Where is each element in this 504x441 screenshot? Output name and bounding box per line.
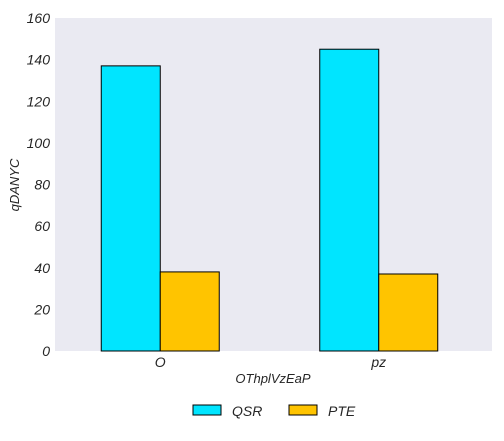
x-tick-label: O [155,354,166,370]
x-axis-label: OThplVzEaP [235,371,310,386]
y-tick-label: 60 [34,218,50,234]
legend-swatch-QSR [192,404,222,416]
bar-PTE-pz [378,273,439,352]
bar-QSR-O [100,65,161,352]
y-tick-label: 20 [33,301,50,317]
y-tick-label: 100 [27,135,51,151]
y-axis-label: qDANYC [7,158,22,211]
y-tick-label: 120 [27,93,51,109]
legend-label-PTE: PTE [328,403,356,419]
y-tick-label: 160 [27,10,51,26]
y-tick-label: 140 [27,52,51,68]
bar-PTE-O [159,271,220,352]
y-tick-labels: 0 20 40 60 80 100 120 140 160 [27,10,51,359]
y-tick-label: 80 [34,177,50,193]
legend-swatch-PTE [288,404,318,416]
y-tick-label: 40 [34,260,50,276]
x-tick-label: pz [370,354,386,370]
y-tick-label: 0 [42,343,50,359]
legend-label-QSR: QSR [232,403,262,419]
bars-group [100,48,439,352]
legend: QSR PTE [192,403,356,419]
bar-QSR-pz [319,48,380,352]
